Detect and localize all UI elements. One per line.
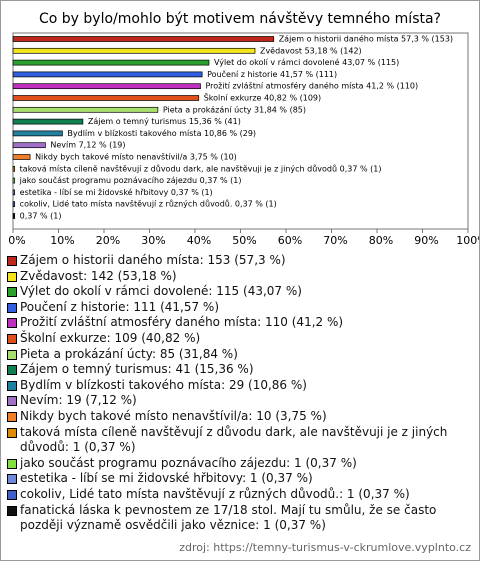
legend-item: Zájem o historii daného místa: 153 (57,3… [7, 253, 473, 269]
bar-label: Nevím 7,12 % (19) [50, 141, 125, 150]
legend: Zájem o historii daného místa: 153 (57,3… [7, 253, 473, 534]
bar-label: Školní exkurze 40,82 % (109) [204, 92, 321, 103]
source: zdroj: https://temny-turismus-v-ckrumlov… [179, 541, 471, 554]
legend-marker [7, 380, 17, 391]
legend-label: Školní exkurze: 109 (40,82 %) [20, 330, 201, 345]
legend-item: Zájem o temný turismus: 41 (15,36 %) [7, 362, 473, 378]
bar-label: Výlet do okolí v rámci dovolené 43,07 % … [214, 57, 399, 67]
legend-item: fanatická láska k pevnostem ze 17/18 sto… [7, 503, 473, 534]
legend-label: Pieta a prokázání úcty: 85 (31,84 %) [20, 346, 238, 361]
legend-label: cokoliv, Lidé tato místa navštěvují z rů… [20, 486, 410, 501]
bar [12, 130, 63, 137]
legend-item: taková místa cíleně navštěvují z důvodu … [7, 425, 473, 456]
bar-label: Nikdy bych takové místo nenavštívil/a 3,… [35, 152, 237, 162]
bar-label: Zájem o temný turismus 15,36 % (41) [88, 117, 241, 126]
legend-marker [7, 302, 17, 313]
bar-label: Bydlím v blízkosti takového místa 10,86 … [67, 128, 256, 138]
bar [12, 36, 275, 42]
bar-label: Zvědavost 53,18 % (142) [260, 46, 362, 55]
legend-label: Zájem o temný turismus: 41 (15,36 %) [20, 362, 254, 377]
legend-marker [7, 318, 17, 329]
x-tick-label: 30% [141, 234, 165, 247]
legend-label: Výlet do okolí v rámci dovolené: 115 (43… [20, 284, 302, 299]
legend-marker [7, 427, 17, 438]
bar-label: Poučení z historie 41,57 % (111) [207, 69, 337, 79]
legend-item: Poučení z historie: 111 (41,57 %) [7, 300, 473, 316]
bar [12, 142, 46, 149]
bar [12, 71, 203, 78]
bar [12, 47, 256, 54]
legend-label: Poučení z historie: 111 (41,57 %) [20, 299, 220, 314]
x-tick-label: 80% [369, 234, 393, 247]
chart-title: Co by bylo/mohlo být motivem návštěvy te… [39, 11, 441, 27]
legend-marker [7, 256, 17, 266]
legend-item: Školní exkurze: 109 (40,82 %) [7, 331, 473, 347]
legend-item: Nevím: 19 (7,12 %) [7, 393, 473, 409]
bar [12, 118, 84, 125]
bar-label: Prožití zvláštní atmosféry daného místa … [205, 81, 418, 91]
legend-label: estetika - líbí se mi židovské hřbitovy:… [20, 471, 313, 486]
bar [12, 154, 31, 160]
legend-marker [7, 396, 17, 407]
bar-label: Pieta a prokázání úcty 31,84 % (85) [163, 105, 306, 114]
legend-item: jako součást programu poznávacího zájezd… [7, 456, 473, 472]
bar [12, 106, 159, 113]
chart: Co by bylo/mohlo být motivem návštěvy te… [8, 11, 479, 247]
x-tick-label: 50% [232, 234, 256, 247]
legend-marker [7, 287, 17, 298]
legend-label: taková místa cíleně navštěvují z důvodu … [20, 424, 448, 455]
bar [12, 165, 16, 172]
bar [12, 177, 16, 184]
legend-label: jako součást programu poznávacího zájezd… [20, 455, 357, 470]
legend-marker [7, 271, 17, 282]
legend-marker [7, 349, 17, 360]
bar-label: Zájem o historii daného místa 57,3 % (15… [279, 34, 453, 44]
legend-marker [7, 458, 17, 469]
legend-item: Zvědavost: 142 (53,18 %) [7, 269, 473, 285]
bar [12, 83, 201, 90]
legend-marker [7, 474, 17, 485]
legend-label: Nikdy bych takové místo nenavštívil/a: 1… [20, 408, 327, 423]
x-tick-label: 70% [323, 234, 347, 247]
legend-marker [7, 365, 17, 376]
bar-label: cokoliv, Lidé tato místa navštěvují z rů… [20, 199, 277, 209]
legend-label: Nevím: 19 (7,12 %) [20, 393, 137, 408]
x-tick-label: 0% [8, 234, 25, 247]
legend-label: Bydlím v blízkosti takového místa: 29 (1… [20, 377, 307, 392]
bar-label: jako součást programu poznávacího zájezd… [19, 175, 242, 185]
legend-item: Prožití zvláštní atmosféry daného místa:… [7, 315, 473, 331]
bar [12, 59, 210, 66]
legend-marker [7, 333, 17, 344]
bar [12, 213, 16, 219]
legend-item: Bydlím v blízkosti takového místa: 29 (1… [7, 378, 473, 394]
bar [12, 189, 16, 196]
x-tick-label: 40% [187, 234, 211, 247]
legend-label: fanatická láska k pevnostem ze 17/18 sto… [20, 502, 437, 533]
legend-marker [7, 411, 17, 422]
x-tick-label: 90% [414, 234, 438, 247]
legend-item: Pieta a prokázání úcty: 85 (31,84 %) [7, 347, 473, 363]
legend-item: Výlet do okolí v rámci dovolené: 115 (43… [7, 284, 473, 300]
bar [12, 201, 16, 208]
x-tick-label: 60% [278, 234, 302, 247]
legend-item: Nikdy bych takové místo nenavštívil/a: 1… [7, 409, 473, 425]
bar-label: taková místa cíleně navštěvují z důvodu … [20, 163, 382, 173]
x-tick-label: 10% [50, 234, 74, 247]
legend-label: Zvědavost: 142 (53,18 %) [20, 268, 177, 283]
bar [12, 95, 200, 101]
legend-label: Prožití zvláštní atmosféry daného místa:… [20, 315, 344, 330]
bar-label: estetika - líbí se mi židovské hřbitovy … [20, 187, 213, 197]
legend-marker [7, 505, 17, 516]
legend-label: Zájem o historii daného místa: 153 (57,3… [20, 253, 286, 267]
legend-item: estetika - líbí se mi židovské hřbitovy:… [7, 471, 473, 487]
x-tick-label: 100% [456, 234, 479, 247]
legend-marker [7, 489, 17, 500]
legend-item: cokoliv, Lidé tato místa navštěvují z rů… [7, 487, 473, 503]
x-tick-label: 20% [96, 234, 120, 247]
bar-label: 0,37 % (1) [20, 212, 62, 221]
